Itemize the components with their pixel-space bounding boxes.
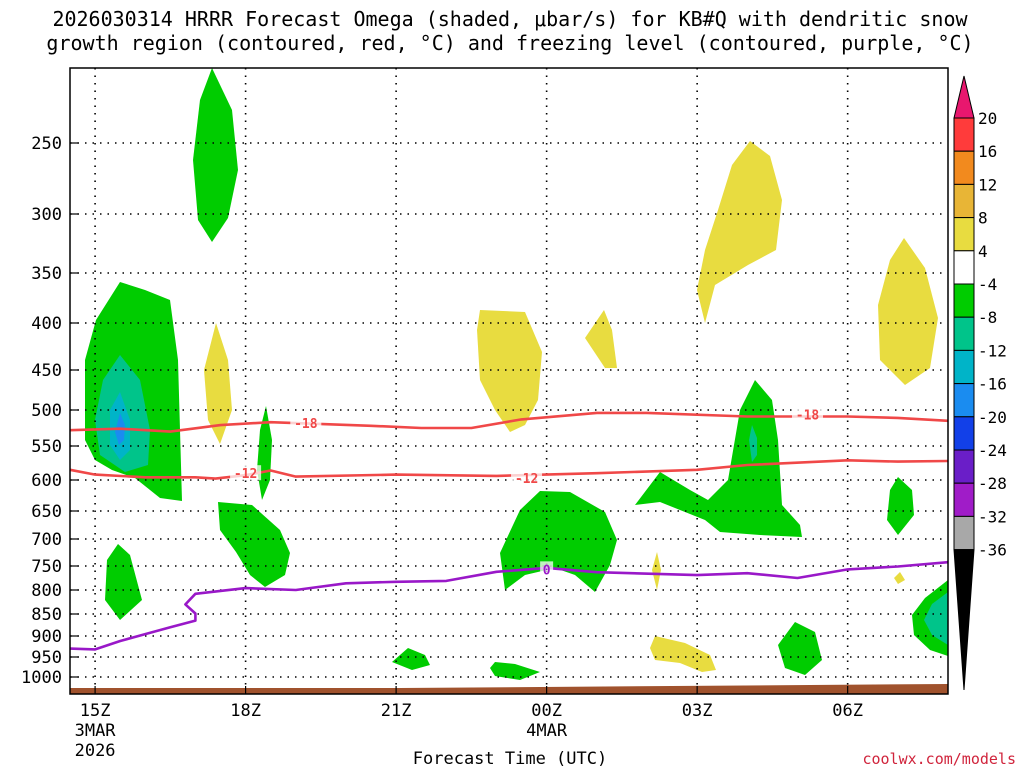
colorbar-label: -32 xyxy=(978,507,1007,526)
omega-region-yellow-7 xyxy=(652,552,661,590)
colorbar-segment xyxy=(953,150,975,185)
contour-label-bg xyxy=(792,406,824,422)
colorbar-segment xyxy=(953,217,975,252)
colorbar-label: -36 xyxy=(978,541,1007,560)
y-axis-ticks: 2503003504004505005506006507007508008509… xyxy=(21,134,78,688)
y-tick-label: 950 xyxy=(31,648,62,668)
colorbar-label: 12 xyxy=(978,175,997,194)
colorbar-label: -16 xyxy=(978,375,1007,394)
colorbar-label: -8 xyxy=(978,308,997,327)
x-tick-sublabel: 2026 xyxy=(75,741,116,761)
x-tick-label: 18Z xyxy=(230,701,261,721)
colorbar-bottom-arrow xyxy=(953,549,975,691)
colorbar-segment xyxy=(953,316,975,351)
colorbar-label: 16 xyxy=(978,142,997,161)
colorbar-segment xyxy=(953,449,975,484)
contour-label-bg xyxy=(511,469,543,485)
omega-region-yellow-6 xyxy=(650,636,716,672)
omega-region-green-11 xyxy=(392,648,430,670)
colorbar-segment xyxy=(953,349,975,385)
y-tick-label: 600 xyxy=(31,471,62,491)
contours: -18 -18 -12 -12 0 xyxy=(69,406,949,651)
y-tick-label: 700 xyxy=(31,530,62,550)
x-tick-label: 03Z xyxy=(682,701,713,721)
y-tick-label: 450 xyxy=(31,361,62,381)
omega-region-teal-3 xyxy=(924,592,948,645)
omega-region-green-5 xyxy=(105,544,142,620)
contour-label: 0 xyxy=(543,563,551,578)
colorbar-top-arrow xyxy=(953,75,975,119)
x-tick-label: 21Z xyxy=(381,701,412,721)
y-tick-label: 1000 xyxy=(21,668,62,688)
omega-region-green-3 xyxy=(257,406,272,500)
plot-frame xyxy=(69,67,949,695)
omega-region-green-4 xyxy=(218,502,290,587)
y-tick-label: 750 xyxy=(31,557,62,577)
colorbar-label: 8 xyxy=(978,209,988,228)
omega-region-yellow-2 xyxy=(477,310,542,432)
colorbar-label: -4 xyxy=(978,275,997,294)
x-tick-label: 15Z xyxy=(80,701,111,721)
x-tick-label: 00Z xyxy=(531,701,562,721)
contour-label: -12 xyxy=(515,472,538,487)
colorbar-segment xyxy=(953,117,975,152)
omega-region-teal-2 xyxy=(749,425,757,462)
colorbar-segment xyxy=(953,250,975,285)
y-tick-label: 400 xyxy=(31,314,62,334)
colorbar-segment xyxy=(953,482,975,517)
y-tick-label: 900 xyxy=(31,627,62,647)
x-axis-label: Forecast Time (UTC) xyxy=(413,749,607,768)
colorbar-segment xyxy=(953,416,975,451)
y-tick-label: 800 xyxy=(31,581,62,601)
colorbar-label: -28 xyxy=(978,474,1007,493)
colorbar-label: 20 xyxy=(978,109,997,128)
omega-shading xyxy=(85,68,948,680)
terrain-strip xyxy=(70,684,948,694)
omega-region-green-10 xyxy=(778,622,822,675)
y-tick-label: 350 xyxy=(31,264,62,284)
omega-region-yellow-1 xyxy=(204,323,232,444)
contour-line xyxy=(69,560,949,651)
colorbar-segment xyxy=(953,383,975,418)
colorbar-segment xyxy=(953,515,975,551)
x-tick-label: 06Z xyxy=(832,701,863,721)
contour-label: -18 xyxy=(294,417,318,432)
omega-region-green-6 xyxy=(500,491,617,592)
credit-text: coolwx.com/models xyxy=(862,750,1016,768)
chart-title-line-2: growth region (contoured, red, °C) and f… xyxy=(46,31,973,55)
y-tick-label: 850 xyxy=(31,605,62,625)
y-tick-label: 650 xyxy=(31,502,62,522)
omega-region-yellow-3 xyxy=(585,310,617,368)
contour-label-bg xyxy=(290,414,322,430)
plot-area: -18 -18 -12 -12 0 xyxy=(69,67,949,695)
colorbar-label: -24 xyxy=(978,441,1007,460)
omega-region-green-8 xyxy=(887,477,914,535)
y-tick-label: 250 xyxy=(31,134,62,154)
omega-region-yellow-5 xyxy=(878,238,938,385)
colorbar-label: -20 xyxy=(978,408,1007,427)
chart-title-line-1: 2026030314 HRRR Forecast Omega (shaded, … xyxy=(52,7,968,31)
colorbar-label: -12 xyxy=(978,341,1007,360)
colorbar-label: 4 xyxy=(978,242,988,261)
omega-region-green-12 xyxy=(490,662,540,680)
y-tick-label: 550 xyxy=(31,437,62,457)
omega-region-green-2 xyxy=(193,68,238,242)
y-tick-label: 300 xyxy=(31,205,62,225)
omega-region-green-7 xyxy=(635,380,802,537)
contour-label-bg xyxy=(540,561,554,577)
contour-label: -18 xyxy=(796,408,820,423)
omega-region-yellow-4 xyxy=(697,141,782,323)
x-tick-sublabel: 3MAR xyxy=(75,721,117,741)
x-tick-sublabel: 4MAR xyxy=(526,721,568,741)
colorbar-segment xyxy=(953,283,975,318)
contour-label-bg xyxy=(230,465,262,481)
contour-label: -12 xyxy=(234,467,257,482)
y-tick-label: 500 xyxy=(31,401,62,421)
colorbar: 20 16 12 8 4 -4 -8 -12 -16 -20 -24 -28 -32 -36 xyxy=(953,75,1007,691)
contour-line xyxy=(69,458,949,480)
colorbar-segment xyxy=(953,183,975,219)
omega-region-yellow-8 xyxy=(894,572,905,584)
